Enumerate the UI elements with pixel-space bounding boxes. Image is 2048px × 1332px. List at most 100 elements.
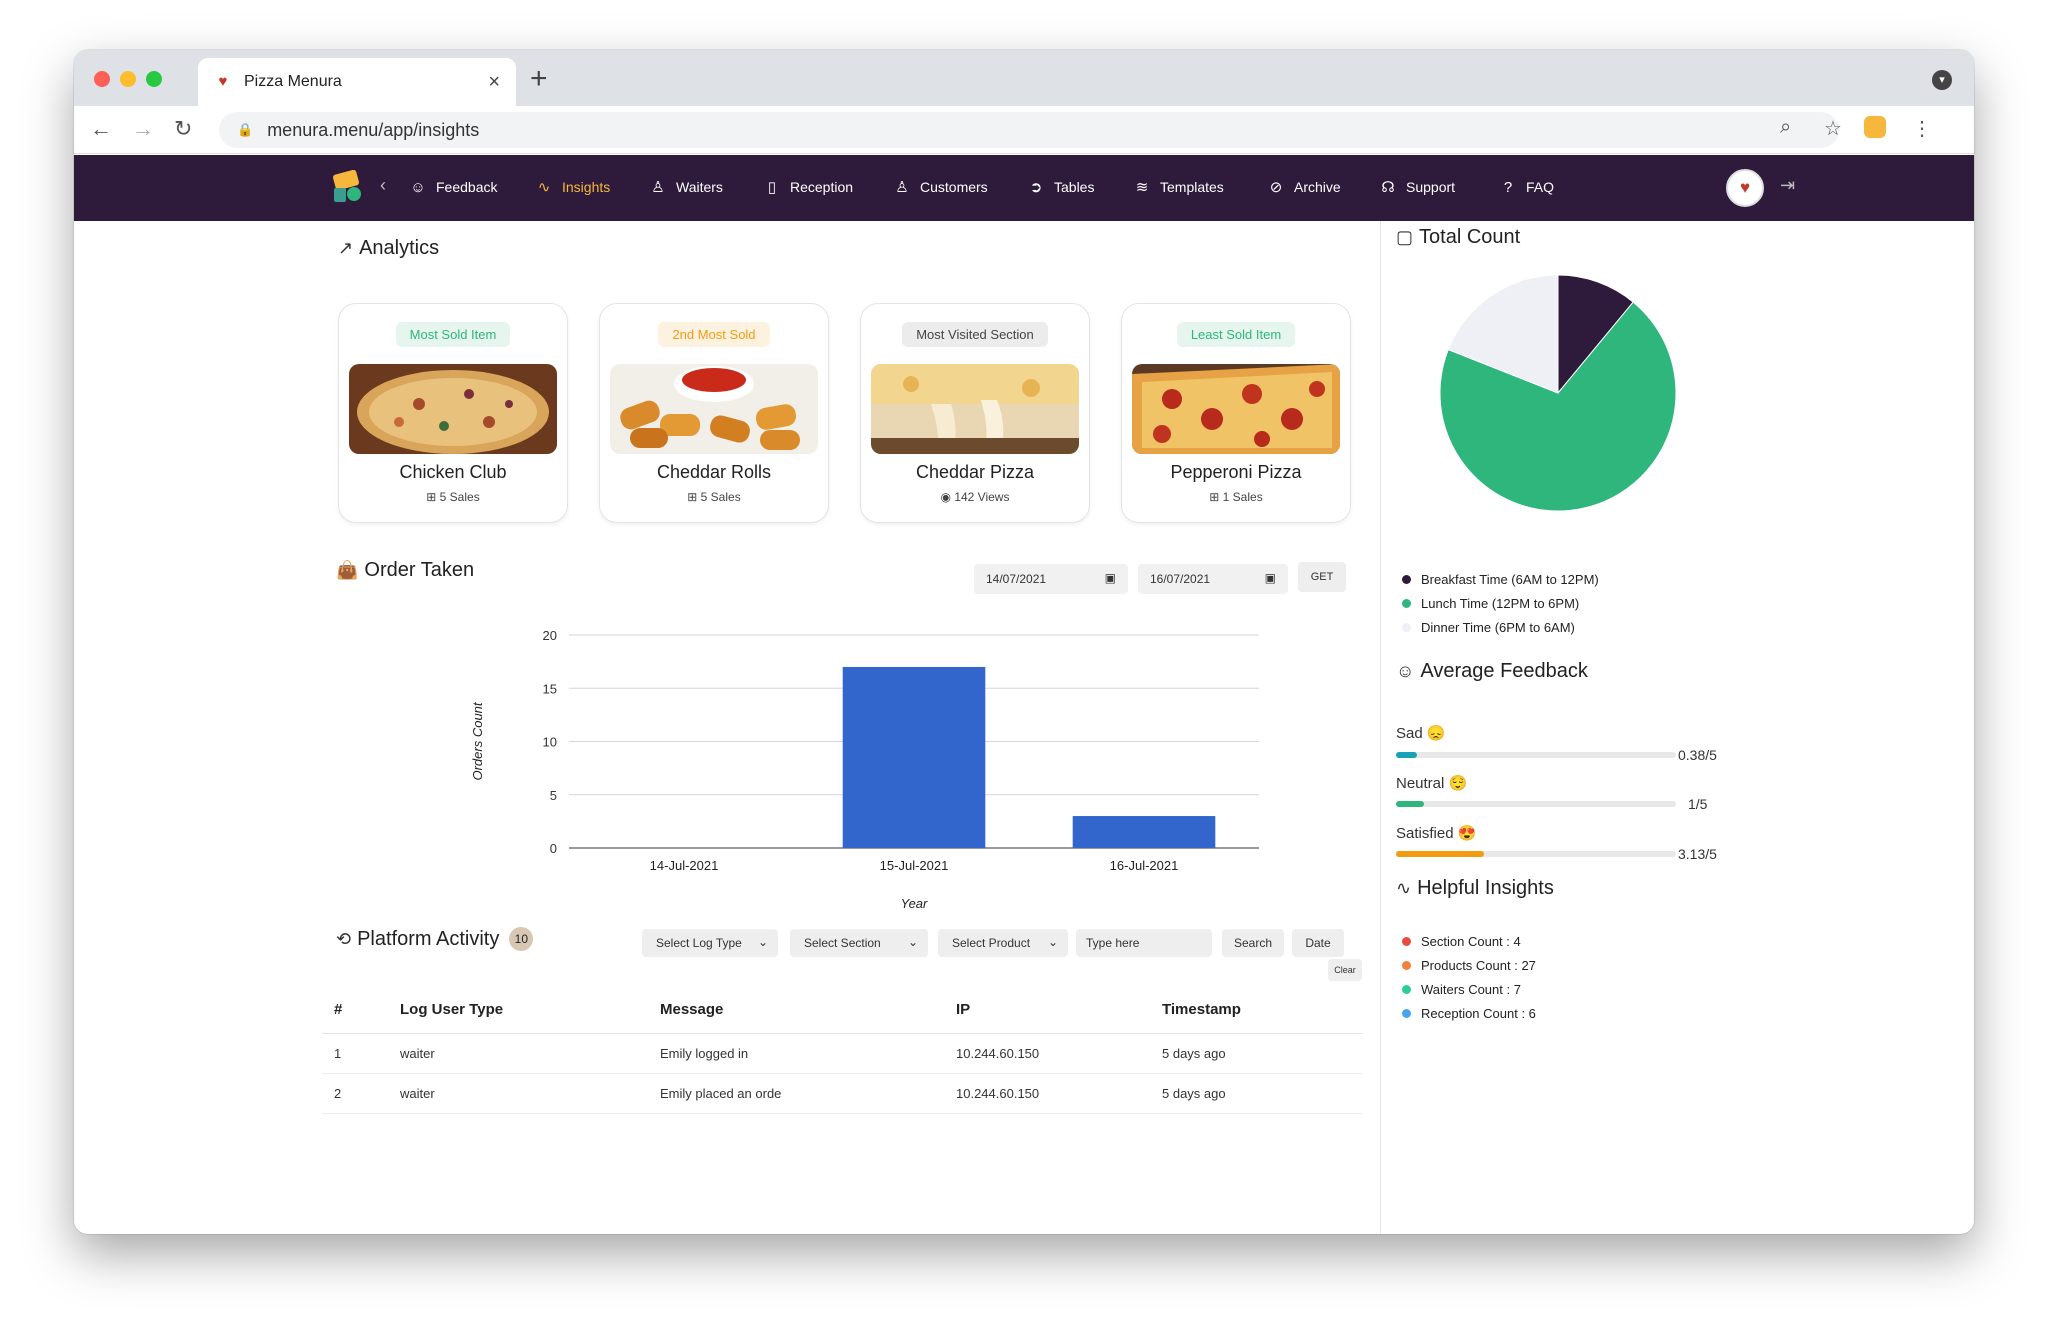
card-name: Pepperoni Pizza [1170,462,1302,482]
nav-label: Waiters [676,179,723,195]
calendar-icon[interactable]: ▣ [1264,571,1276,585]
browser-tab[interactable]: ♥ Pizza Menura × [198,58,516,106]
table-cell: waiter [388,1073,648,1114]
analytics-card[interactable]: Most Visited Section Cheddar Pizza ◉ 142… [860,303,1090,523]
clear-button[interactable]: Clear [1328,959,1362,981]
tab-search-icon[interactable]: ▾ [1932,70,1952,90]
search-button[interactable]: Search [1222,929,1284,957]
get-button[interactable]: GET [1298,562,1346,592]
user-icon: ♙ [895,179,909,196]
bar [1072,816,1216,848]
feedback-label: Neutral 😌 [1396,774,1467,792]
column-header: Log User Type [388,987,648,1034]
nav-label: Support [1406,179,1456,195]
tab-title: Pizza Menura [244,73,342,90]
chevron-down-icon: ⌄ [757,935,768,949]
analytics-card[interactable]: Least Sold Item Pepperoni Pizza ⊞ 1 Sale… [1121,303,1351,523]
avatar[interactable]: ♥ [1726,169,1764,207]
table-cell: Emily logged in [648,1033,944,1074]
analytics-card[interactable]: 2nd Most Sold Cheddar Rolls ⊞ 5 Sales [599,303,829,523]
legend-dot [1402,599,1411,608]
insight-label: Waiters Count : 7 [1421,982,1521,997]
close-tab-icon[interactable]: × [488,70,500,93]
average-feedback-heading: ☺ Average Feedback [1396,660,1588,683]
nav-item-support[interactable]: ☊ Support [1378,177,1455,197]
nav-label: Archive [1294,179,1341,195]
gift-icon: ⊞ [426,490,440,504]
extension-icon[interactable] [1864,116,1886,138]
maximize-window-button[interactable] [146,71,162,87]
legend-dot [1402,575,1411,584]
table-cell: 10.244.60.150 [944,1073,1150,1114]
analytics-card[interactable]: Most Sold Item Chicken Club ⊞ 5 Sales [338,303,568,523]
question-icon: ? [1503,178,1513,196]
average-feedback-title: Average Feedback [1420,660,1588,682]
analytics-title: Analytics [359,237,440,259]
nav-item-insights[interactable]: ∿ Insights [534,177,611,197]
nav-item-archive[interactable]: ⊘ Archive [1266,177,1341,197]
menu-dots-icon[interactable]: ⋮ [1912,118,1932,140]
table-cell: waiter [388,1033,648,1074]
x-tick-label: 16-Jul-2021 [1110,858,1179,873]
nav-item-reception[interactable]: ▯ Reception [762,177,853,197]
bookmark-star-icon[interactable]: ☆ [1824,118,1842,140]
search-input[interactable]: Type here [1076,929,1212,957]
legend-label: Lunch Time (12PM to 6PM) [1421,596,1580,611]
card-meta: ⊞ 1 Sales [1122,490,1350,504]
table-header-row: # Log User Type Message IP Timestamp [322,987,1362,1034]
logout-icon[interactable]: ⇥ [1780,175,1796,195]
url-field[interactable]: 🔒 menura.menu/app/insights [219,112,1839,148]
insight-item: Waiters Count : 7 [1402,982,1521,997]
feedback-value: 3.13/5 [1678,846,1717,862]
minimize-window-button[interactable] [120,71,136,87]
date-from-input[interactable]: 14/07/2021 ▣ [974,564,1128,594]
platform-activity-title: Platform Activity [357,927,500,950]
feedback-label-text: Neutral [1396,775,1445,792]
section-value: Select Section [804,936,881,950]
order-taken-heading: 👜 Order Taken [336,559,474,582]
satisfied-emoji-icon: 😍 [1457,825,1477,842]
column-divider [1380,221,1381,1234]
gift-icon: ⊞ [687,490,701,504]
legend-label: Breakfast Time (6AM to 12PM) [1421,572,1599,587]
forward-icon[interactable]: → [132,116,154,141]
new-tab-icon[interactable]: + [530,62,548,95]
date-filter-button[interactable]: Date [1292,929,1344,957]
feedback-label: Satisfied 😍 [1396,824,1476,842]
section-select[interactable]: Select Section ⌄ [790,929,928,957]
date-to-input[interactable]: 16/07/2021 ▣ [1138,564,1288,594]
insight-item: Section Count : 4 [1402,934,1521,949]
nav-item-feedback[interactable]: ☺ Feedback [408,177,497,197]
y-tick-label: 20 [543,628,557,643]
trend-up-icon: ↗ [338,238,354,258]
nav-item-waiters[interactable]: ♙ Waiters [648,177,723,197]
card-meta: ⊞ 5 Sales [600,490,828,504]
nav-item-faq[interactable]: ? FAQ [1498,177,1554,197]
column-header: # [322,987,388,1034]
nav-label: FAQ [1526,179,1555,195]
card-badge: Most Sold Item [395,322,511,347]
product-select[interactable]: Select Product ⌄ [938,929,1068,957]
history-icon: ⟲ [336,928,352,949]
x-tick-label: 14-Jul-2021 [650,858,719,873]
column-header: Timestamp [1150,987,1362,1034]
zoom-icon[interactable]: ⌕ [1780,116,1792,138]
nav-item-templates[interactable]: ≋ Templates [1132,177,1224,197]
nav-item-customers[interactable]: ♙ Customers [892,177,987,197]
calendar-icon[interactable]: ▣ [1104,571,1116,585]
nav-item-tables[interactable]: ➲ Tables [1026,177,1095,197]
clipboard-icon: ▯ [767,179,777,196]
feedback-bar-fill [1396,851,1484,857]
date-to-value: 16/07/2021 [1150,572,1211,586]
total-count-title: Total Count [1419,226,1521,248]
chevron-left-icon[interactable]: ‹ [380,175,386,195]
table-row[interactable]: 1 waiter Emily logged in 10.244.60.150 5… [322,1033,1362,1074]
nav-label: Feedback [436,179,498,195]
table-row[interactable]: 2 waiter Emily placed an orde 10.244.60.… [322,1073,1362,1114]
back-icon[interactable]: ← [90,116,112,141]
close-window-button[interactable] [94,71,110,87]
tab-strip: ♥ Pizza Menura × + ▾ [74,50,1974,106]
reload-icon[interactable]: ↻ [174,116,193,141]
log-type-select[interactable]: Select Log Type ⌄ [642,929,778,957]
menura-logo-icon[interactable] [332,170,364,204]
